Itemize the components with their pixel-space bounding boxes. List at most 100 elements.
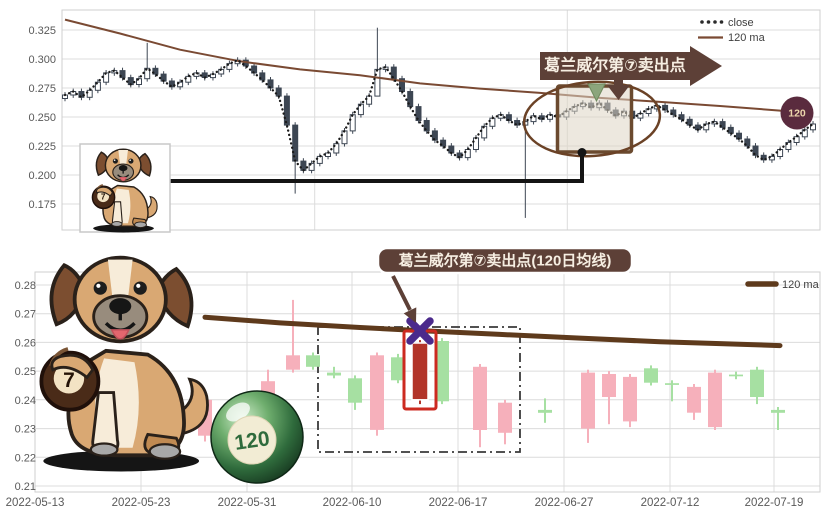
top-ma-line (64, 18, 796, 114)
x-tick-label: 2022-05-23 (112, 497, 171, 509)
candle-body (670, 109, 677, 116)
bottom-x-axis-labels: 2022-05-13 2022-05-23 2022-05-31 2022-06-10… (6, 497, 804, 509)
sell-zone-ellipse (522, 80, 662, 158)
x-tick-label: 2022-06-17 (429, 497, 488, 509)
candle-body (752, 145, 759, 156)
candle-body (94, 81, 101, 91)
candle-body (226, 63, 233, 70)
candle-body (785, 142, 792, 150)
candle-body (581, 372, 595, 429)
candle-body (357, 103, 364, 116)
candle-body (177, 81, 184, 88)
candle-body (793, 136, 800, 143)
sell-x-marker (406, 317, 434, 345)
candle-body (708, 372, 722, 428)
candle-body (464, 149, 471, 159)
candle-body (686, 118, 693, 126)
y-tick-label: 0.21 (15, 481, 36, 493)
candle-body (374, 68, 381, 97)
y-tick-label: 0.200 (28, 170, 56, 182)
x-tick-label: 2022-05-31 (218, 497, 277, 509)
bottom-annotation-pill: 葛兰威尔第⑦卖出点(120日均线) (376, 246, 634, 275)
candle-body (440, 139, 447, 147)
y-tick-label: 0.24 (15, 395, 36, 407)
candle-body (530, 115, 537, 123)
down-arrow-icon (607, 73, 630, 100)
candle-body (473, 137, 479, 150)
y-tick-label: 0.22 (15, 452, 36, 464)
bottom-legend: 120 ma (745, 279, 820, 291)
ball-120-circle (227, 415, 277, 465)
candle-body (259, 72, 266, 81)
y-tick-label: 0.23 (15, 424, 36, 436)
top-legend: close 120 ma (698, 17, 766, 44)
candle-body (644, 368, 658, 383)
bottom-y-axis-labels: 0.28 0.27 0.26 0.25 0.24 0.23 0.22 0.21 (15, 280, 36, 493)
candle-body (316, 155, 323, 164)
x-tick-label: 2022-06-10 (323, 497, 382, 509)
candle-body (86, 89, 93, 98)
y-tick-label: 0.225 (28, 141, 56, 153)
candle-body (431, 130, 438, 141)
y-tick-label: 0.325 (28, 25, 56, 37)
candle-body (308, 162, 315, 171)
top-banner: 葛兰威尔第⑦卖出点 (540, 46, 722, 86)
top-gridlines (61, 10, 821, 230)
close-dot-swatch (719, 20, 724, 24)
candle-body (687, 386, 701, 413)
ma-badge-label: 120 (788, 108, 806, 120)
candle-body (771, 409, 785, 413)
bottom-ma-line (202, 314, 783, 349)
candle-body (286, 355, 300, 370)
candle-body (136, 78, 142, 85)
pill-body (376, 246, 634, 275)
candle-body (703, 123, 710, 131)
top-plot-frame (61, 9, 821, 231)
dog-large-image (39, 255, 210, 474)
close-dot-swatch (706, 20, 711, 24)
candle-body (391, 357, 405, 381)
y-tick-label: 0.300 (28, 54, 56, 66)
x-tick-label: 2022-06-27 (535, 497, 594, 509)
annotation-arrow-shaft (391, 275, 412, 311)
candle-body (152, 67, 159, 75)
candle-body (719, 121, 726, 128)
candle-body (349, 114, 356, 132)
candle-body (366, 95, 373, 105)
candle-body (662, 104, 669, 111)
candle-body (435, 341, 449, 402)
ball-120-label: 120 (233, 427, 271, 455)
candle-body (489, 117, 496, 127)
candle-body (306, 355, 320, 367)
candle-body (370, 355, 384, 430)
ball-120-highlight (226, 402, 250, 422)
y-tick-label: 0.275 (28, 83, 56, 95)
annotation-arrowhead-icon (403, 307, 417, 323)
y-tick-label: 0.26 (15, 337, 36, 349)
candle-body (348, 378, 362, 403)
candle-body (750, 369, 764, 397)
candle-body (300, 160, 307, 171)
legend-ma-label: 120 ma (728, 32, 766, 44)
y-tick-label: 0.250 (28, 112, 56, 124)
y-tick-label: 0.175 (28, 199, 56, 211)
candle-body (119, 70, 126, 79)
candle-body (665, 383, 679, 385)
candle-body (144, 67, 151, 80)
candle-body (602, 374, 616, 397)
y-tick-label: 0.28 (15, 280, 36, 292)
candle-body (473, 366, 487, 430)
close-dot-swatch (713, 20, 717, 24)
candle-body (514, 120, 521, 126)
candle-body (415, 106, 422, 121)
candle-body (168, 80, 175, 88)
candle-body (390, 66, 397, 80)
legend-ma-label: 120 ma (782, 279, 820, 291)
candle-body (810, 123, 816, 131)
legend-close-label: close (728, 17, 754, 29)
candle-body (275, 87, 282, 97)
sell-triangle-marker (587, 83, 606, 103)
x-tick-label: 2022-05-13 (6, 497, 65, 509)
top-y-axis-labels: 0.325 0.300 0.275 0.250 0.225 0.200 0.175 (28, 25, 56, 211)
